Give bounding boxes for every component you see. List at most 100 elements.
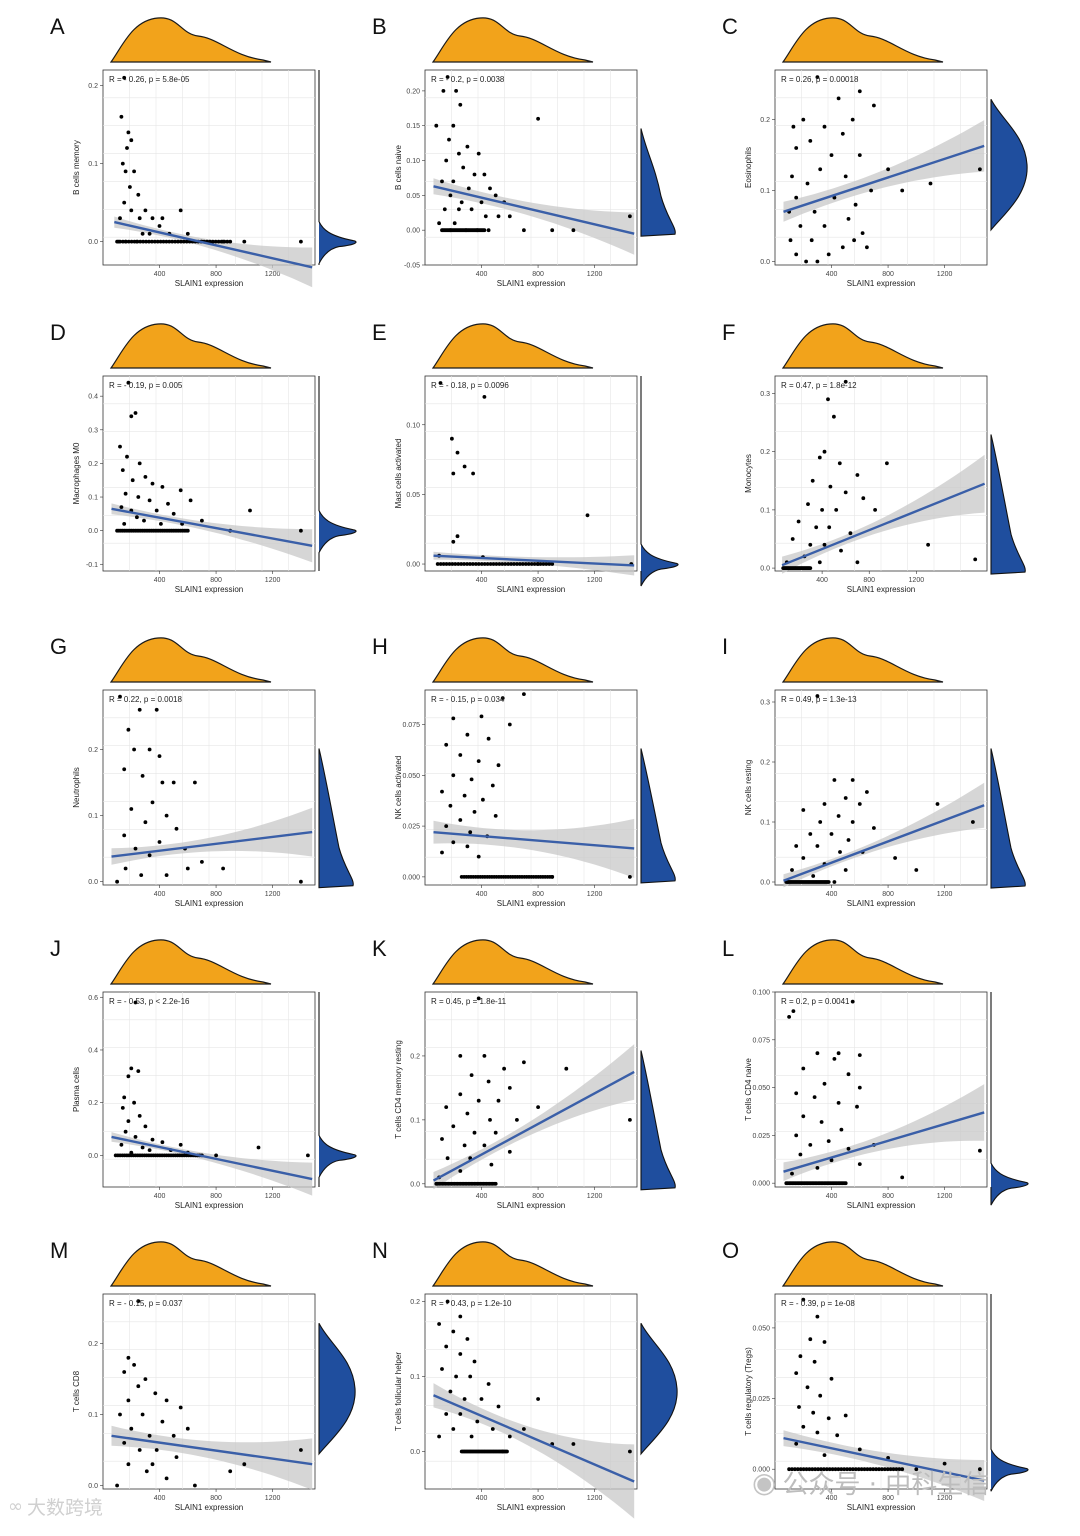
data-point [440, 179, 444, 184]
data-point [147, 747, 152, 752]
panel-b: B 400 800 1200 -0.05 0.00 0.05 0.10 0.15 0.20 SLAI… [370, 12, 710, 312]
data-point [550, 875, 555, 879]
y-tick-label: 0.2 [760, 449, 770, 456]
data-point [827, 525, 832, 530]
data-point [822, 124, 827, 129]
data-point [123, 491, 128, 496]
y-axis-label: NK cells activated [394, 756, 403, 820]
y-tick-label: 0.05 [406, 492, 420, 499]
data-point [164, 1476, 169, 1481]
x-tick-label: 1200 [937, 891, 953, 898]
data-point [119, 505, 124, 509]
data-point [115, 879, 119, 884]
panel-letter: K [372, 936, 387, 961]
data-point [493, 193, 498, 198]
data-point [795, 1467, 800, 1472]
data-point [814, 525, 819, 530]
data-point [848, 531, 853, 536]
data-point [843, 796, 848, 800]
data-point [462, 562, 466, 566]
data-point [862, 1467, 867, 1472]
data-point [804, 259, 808, 264]
data-point [457, 151, 461, 156]
data-point [855, 560, 860, 565]
data-point [490, 1427, 495, 1431]
y-tick-label: 0.0 [88, 239, 98, 246]
data-point [171, 511, 176, 516]
panel-d: D 400 800 1200 -0.1 0.0 0.1 0.2 0.3 0.4 SLAIN1 exp… [48, 318, 388, 618]
data-point [808, 832, 813, 836]
correlation-annotation: R = 0.47, p = 1.8e-12 [781, 381, 857, 390]
data-point [160, 1140, 165, 1145]
data-point [133, 411, 138, 415]
data-point [468, 562, 472, 566]
data-point [839, 1127, 844, 1132]
data-point [221, 866, 226, 871]
regression-line [783, 1436, 985, 1482]
data-point [164, 813, 169, 818]
x-axis-label: SLAIN1 expression [175, 279, 243, 288]
data-point [140, 1412, 145, 1417]
data-point [857, 1447, 862, 1452]
data-point [846, 1146, 851, 1151]
x-axis-label: SLAIN1 expression [847, 1503, 915, 1512]
data-point [143, 208, 148, 213]
data-point [132, 1363, 136, 1367]
data-point [857, 802, 862, 806]
data-point [526, 562, 531, 566]
top-density [781, 637, 944, 683]
data-point [147, 1433, 152, 1438]
y-axis-label: Macrophages M0 [72, 442, 81, 504]
data-point [857, 1162, 862, 1166]
right-density [640, 376, 679, 587]
x-tick-label: 1200 [937, 271, 953, 278]
data-point [465, 1337, 470, 1341]
data-point [299, 879, 303, 884]
top-density [781, 939, 944, 985]
x-tick-label: 1200 [587, 1495, 603, 1502]
data-point [808, 1143, 813, 1147]
data-point [465, 1111, 470, 1116]
y-tick-label: 0.1 [760, 188, 770, 195]
correlation-annotation: R = 0.45, p = 1.8e-11 [431, 997, 507, 1006]
x-axis-label: SLAIN1 expression [175, 899, 243, 908]
correlation-annotation: R = - 0.19, p = 0.005 [109, 381, 183, 390]
data-point [812, 209, 817, 214]
y-tick-label: 0.1 [88, 1412, 98, 1419]
data-point [571, 1442, 576, 1446]
x-tick-label: 400 [476, 1495, 488, 1502]
x-tick-label: 1200 [265, 577, 281, 584]
y-tick-label: 0.10 [406, 422, 420, 429]
x-tick-label: 800 [210, 1495, 222, 1502]
right-density [990, 992, 1029, 1206]
data-point [818, 1393, 823, 1398]
data-point [458, 818, 463, 822]
data-point [500, 562, 505, 566]
data-point [794, 1091, 799, 1096]
data-point [935, 802, 940, 806]
data-point [482, 228, 487, 233]
data-point [835, 1433, 840, 1438]
x-axis-label: SLAIN1 expression [175, 1201, 243, 1210]
x-axis-label: SLAIN1 expression [497, 585, 565, 594]
data-point [184, 239, 189, 244]
panel-letter: N [372, 1238, 388, 1263]
panel-n: N 400 800 1200 0.0 0.1 0.2 SLAIN1 expression T c… [370, 1236, 710, 1536]
y-tick-label: 0.05 [406, 193, 420, 200]
data-point [885, 1467, 890, 1472]
data-point [585, 513, 590, 518]
data-point [466, 186, 471, 191]
data-point [115, 1483, 119, 1488]
panel-j: J 400 800 1200 0.0 0.2 0.4 0.6 SLAIN1 expression… [48, 934, 388, 1234]
data-point [493, 1130, 498, 1135]
data-point [118, 1412, 122, 1417]
data-point [143, 475, 148, 479]
data-point [497, 562, 502, 566]
data-point [900, 188, 905, 193]
watermark: ◉ 公众号 · 中科生信 [752, 1462, 989, 1502]
data-point [550, 562, 555, 566]
regression-line [114, 220, 313, 269]
y-tick-label: 0.050 [752, 1325, 770, 1332]
data-point [500, 696, 505, 700]
regression-line [433, 185, 635, 235]
